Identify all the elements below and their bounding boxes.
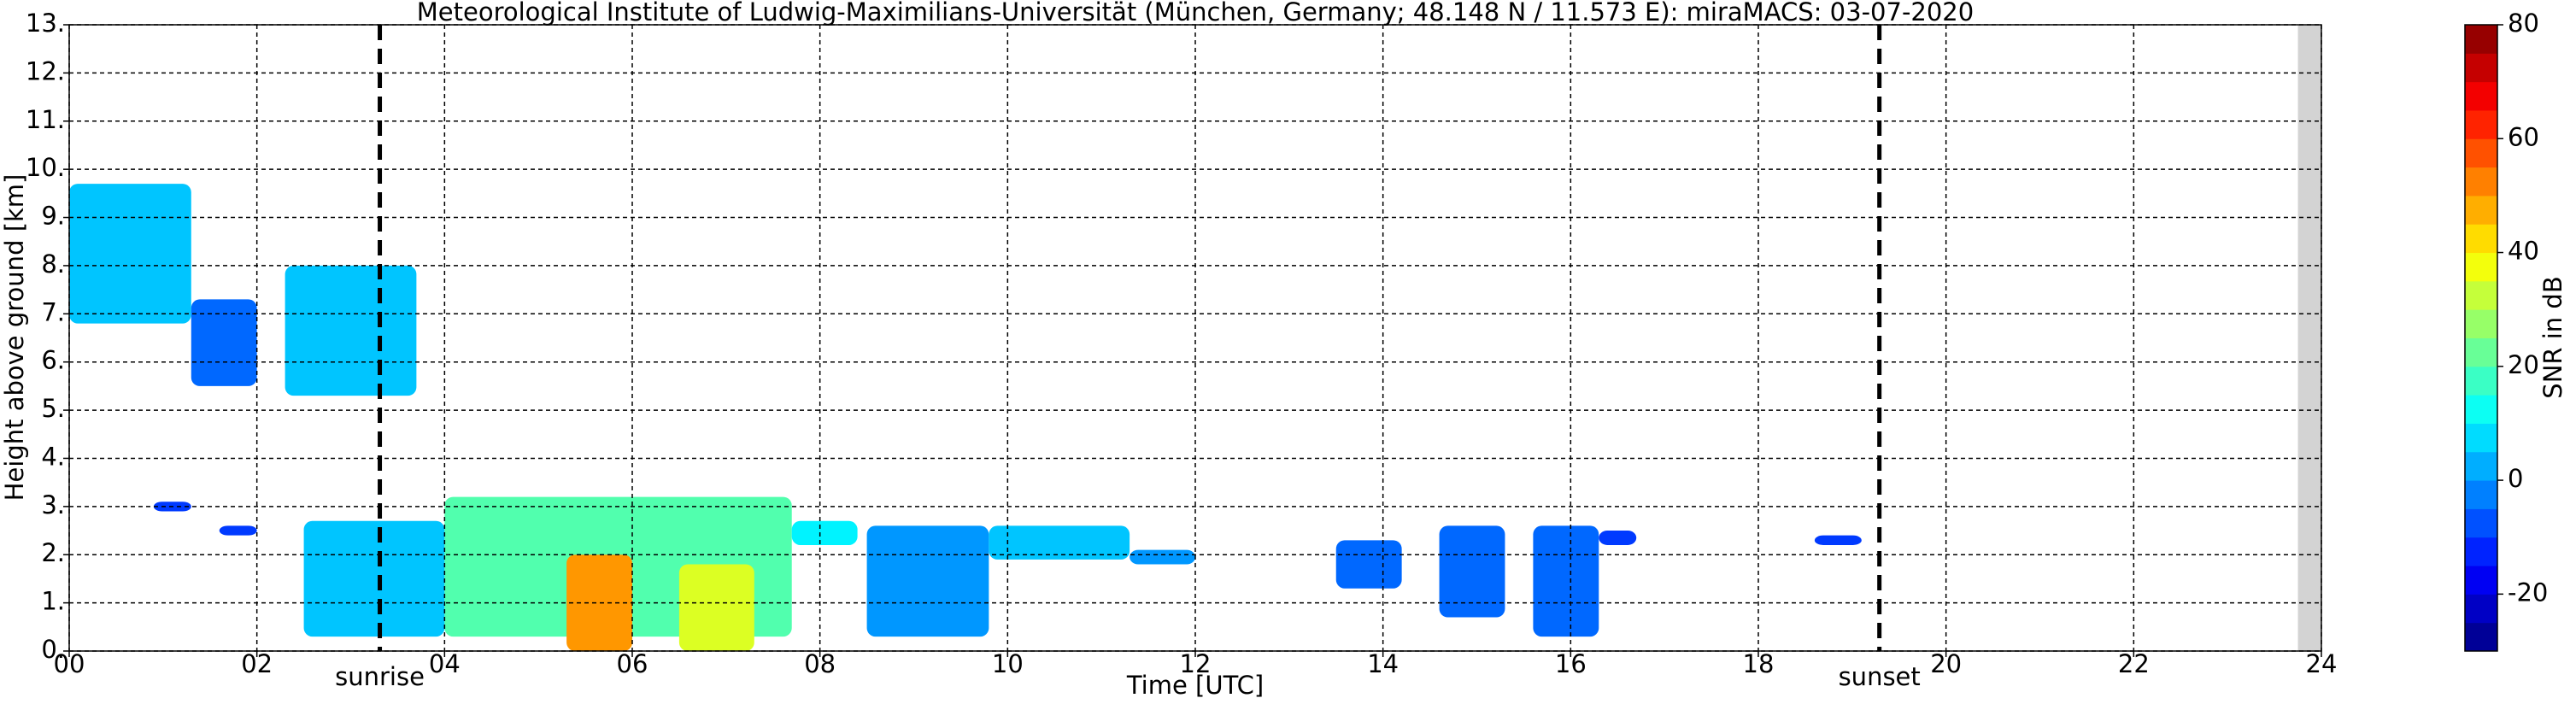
x-tick-label: 00 <box>54 649 85 678</box>
colorbar-step <box>2465 138 2497 168</box>
colorbar-step <box>2465 622 2497 652</box>
x-tick-label: 04 <box>429 649 461 678</box>
y-tick-label: 11. <box>26 105 65 134</box>
colorbar-tick-label: 0 <box>2508 464 2523 493</box>
annotation-label: sunrise <box>335 662 425 691</box>
y-tick-label: 5. <box>41 394 65 423</box>
x-tick-label: 14 <box>1367 649 1399 678</box>
y-tick-label: 8. <box>41 249 65 279</box>
y-tick-label: 10. <box>26 153 65 182</box>
echo <box>1335 540 1402 589</box>
echo <box>191 299 257 386</box>
x-tick-label: 16 <box>1555 649 1587 678</box>
echo <box>303 520 445 637</box>
annotation-label: sunset <box>1839 662 1921 691</box>
echo <box>1814 535 1862 545</box>
echo <box>989 525 1130 560</box>
colorbar-step <box>2465 25 2497 54</box>
y-tick-label: 3. <box>41 490 65 519</box>
y-tick-label: 6. <box>41 346 65 375</box>
y-tick-label: 2. <box>41 538 65 567</box>
y-tick-label: 13. <box>26 9 65 38</box>
colorbar-step <box>2465 109 2497 139</box>
y-tick-label: 0. <box>41 635 65 664</box>
x-tick-label: 20 <box>1930 649 1962 678</box>
colorbar-step <box>2465 280 2497 310</box>
echo <box>791 520 858 545</box>
colorbar-step <box>2465 537 2497 566</box>
y-tick-label: 9. <box>41 202 65 231</box>
echo <box>1439 525 1505 618</box>
echo <box>285 265 417 396</box>
plot-frame <box>68 24 2322 652</box>
colorbar-step <box>2465 252 2497 282</box>
colorbar-step <box>2465 423 2497 453</box>
echo <box>219 525 257 536</box>
colorbar-step <box>2465 366 2497 396</box>
colorbar-tick-label: 20 <box>2508 350 2539 379</box>
echo <box>69 184 191 324</box>
x-tick-label: 18 <box>1743 649 1775 678</box>
colorbar-step <box>2465 167 2497 197</box>
colorbar-step <box>2465 224 2497 254</box>
y-tick-label: 4. <box>41 442 65 471</box>
colorbar-step <box>2465 337 2497 367</box>
colorbar-step <box>2465 309 2497 338</box>
y-tick-label: 7. <box>41 297 65 326</box>
x-tick-label: 10 <box>992 649 1024 678</box>
y-tick-label: 1. <box>41 587 65 616</box>
colorbar-step <box>2465 508 2497 538</box>
colorbar-step <box>2465 451 2497 481</box>
colorbar-label: SNR in dB <box>2538 276 2567 398</box>
x-tick-label: 12 <box>1180 649 1212 678</box>
echo <box>1599 531 1637 545</box>
colorbar-step <box>2465 594 2497 624</box>
x-axis-label: Time [UTC] <box>1126 671 1264 700</box>
y-tick-label: 12. <box>26 56 65 85</box>
colorbar-tick-label: 80 <box>2508 9 2539 38</box>
colorbar-step <box>2465 480 2497 509</box>
colorbar-frame <box>2464 24 2498 652</box>
echo <box>678 564 754 651</box>
no-data-band <box>2297 25 2321 651</box>
colorbar-step <box>2465 53 2497 83</box>
colorbar-tick-label: 60 <box>2508 122 2539 151</box>
echo <box>566 554 632 651</box>
x-tick-label: 24 <box>2306 649 2338 678</box>
colorbar-step <box>2465 395 2497 424</box>
x-tick-label: 08 <box>804 649 836 678</box>
y-axis-label: Height above ground [km] <box>0 174 29 502</box>
colorbar-tick-label: 40 <box>2508 237 2539 266</box>
chart-title: Meteorological Institute of Ludwig-Maxim… <box>417 0 1974 26</box>
x-tick-label: 06 <box>617 649 648 678</box>
x-tick-label: 02 <box>241 649 273 678</box>
colorbar-step <box>2465 195 2497 225</box>
echo <box>1130 549 1195 565</box>
x-tick-label: 22 <box>2118 649 2150 678</box>
colorbar-step <box>2465 81 2497 111</box>
colorbar-step <box>2465 566 2497 595</box>
colorbar-tick-label: -20 <box>2508 578 2548 607</box>
echo <box>866 525 989 637</box>
echo <box>1533 525 1599 637</box>
